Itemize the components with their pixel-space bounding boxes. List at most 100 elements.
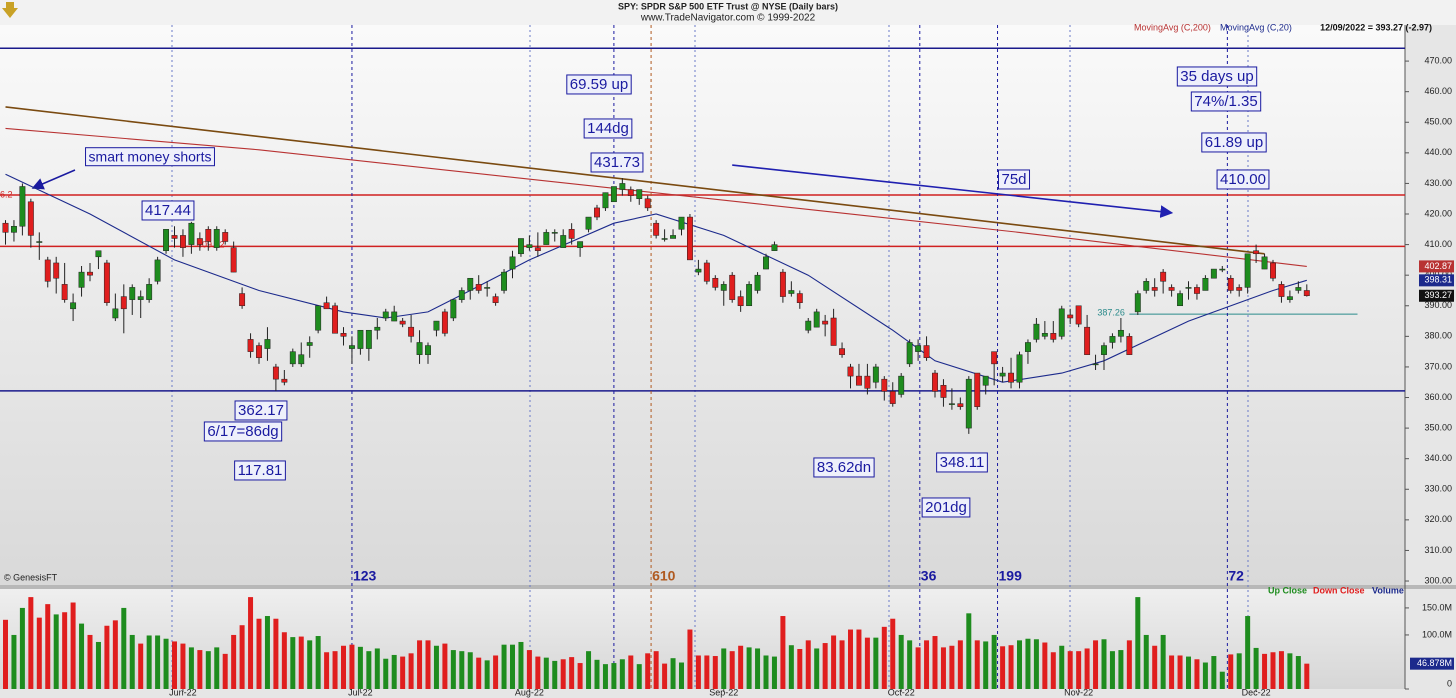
annotation-box (1190, 91, 1262, 112)
annotation: 410.00 (1220, 171, 1266, 188)
x-tick-label: Aug-22 (515, 687, 544, 697)
volume-bar (1126, 640, 1132, 689)
candle-body (695, 268, 702, 273)
candle-body (712, 277, 719, 288)
y-tick-label: 390.00 (1424, 300, 1452, 310)
candle-body (847, 366, 854, 377)
legend-entry: MovingAvg (C,20) (1220, 22, 1292, 32)
candle-body (256, 345, 262, 359)
volume-bar (831, 635, 837, 689)
candle-body (965, 378, 972, 429)
annotation-box (921, 497, 971, 518)
candle-body (585, 216, 592, 230)
volume-bar (602, 664, 608, 689)
candle-body (560, 235, 567, 248)
y-tick-label: 370.00 (1424, 361, 1452, 371)
candle-body (112, 308, 119, 319)
volume-bar (476, 657, 482, 689)
y-tick-label: 350.00 (1424, 422, 1452, 432)
level-label: 387.26 (1097, 308, 1125, 318)
candle-body (889, 391, 896, 404)
volume-bar (205, 651, 211, 689)
candle-body (1168, 287, 1175, 291)
volume-bar (577, 663, 583, 689)
annotation-box (141, 200, 195, 221)
candle-body (78, 271, 85, 288)
volume-bar (298, 636, 304, 689)
candle-body (36, 241, 43, 243)
candle-body (306, 342, 313, 346)
volume-bar (1304, 663, 1310, 689)
volume-bar (256, 618, 262, 689)
candle-body (1075, 305, 1082, 325)
close-tag: 393.27 (1424, 290, 1452, 300)
candle-body (146, 284, 153, 300)
volume-bar (991, 634, 997, 689)
annotation-arrow (31, 169, 76, 190)
header-bg (0, 0, 1456, 25)
volume-bar (738, 645, 744, 689)
volume-bar (1160, 634, 1166, 689)
volume-bar (763, 655, 769, 689)
candle-body (1016, 354, 1023, 383)
candle-body (53, 262, 60, 279)
candle-body (1227, 277, 1234, 291)
volume-bar (349, 644, 355, 689)
candle-body (492, 296, 499, 303)
volume-bar (1143, 634, 1149, 689)
volume-bar (518, 641, 524, 689)
annotation-box (1176, 66, 1258, 87)
annotation: 75d (1001, 171, 1026, 188)
candle-body (340, 333, 347, 337)
volume-bar (543, 657, 549, 689)
volume-bar (864, 637, 870, 689)
annotation: 348.11 (940, 454, 985, 471)
candle-body (1261, 256, 1268, 270)
volume-bar (890, 618, 896, 689)
candle-body (213, 229, 220, 248)
volume-bar (467, 652, 473, 689)
candle-body (1219, 268, 1226, 271)
candle-body (1160, 271, 1167, 282)
volume-bar (290, 637, 296, 689)
annotation-box (997, 169, 1031, 190)
volume-legend: Down Close (1313, 585, 1365, 595)
candle-body (1117, 329, 1124, 337)
volume-bar (957, 640, 963, 689)
candle-body (1008, 372, 1014, 383)
volume-bar (146, 635, 152, 689)
candle-body (180, 235, 186, 248)
volume-bar (239, 625, 245, 689)
annotation-box (936, 452, 988, 473)
y-tick-label: 360.00 (1424, 392, 1452, 402)
annotation: 74%/1.35 (1194, 93, 1257, 110)
volume-bar (417, 640, 423, 689)
candle-body (551, 232, 558, 234)
volume-bar (907, 640, 913, 689)
volume-bar (1025, 638, 1031, 689)
volume-bar (104, 625, 110, 689)
y-tick-label: 420.00 (1424, 208, 1452, 218)
volume-bar (374, 648, 380, 689)
volume-bar (281, 632, 287, 689)
annotation: 117.81 (238, 462, 283, 479)
annotation: 362.17 (238, 402, 284, 419)
candle-body (441, 311, 448, 334)
volume-bar (1033, 639, 1039, 689)
volume-bar (839, 640, 845, 689)
candle-body (289, 351, 296, 365)
candle-body (425, 345, 431, 355)
volume-bar (1295, 656, 1301, 689)
candle-body (399, 320, 406, 325)
candle-body (95, 250, 102, 258)
candle-body (1058, 308, 1065, 337)
volume-bar (264, 616, 270, 689)
candle-body (1084, 326, 1091, 355)
volume-bar (1186, 656, 1191, 689)
close-tag-bg (1419, 289, 1454, 302)
candle-body (881, 378, 888, 392)
candle-body (771, 244, 778, 251)
candle-body (323, 302, 330, 310)
volume-bar (662, 663, 668, 689)
